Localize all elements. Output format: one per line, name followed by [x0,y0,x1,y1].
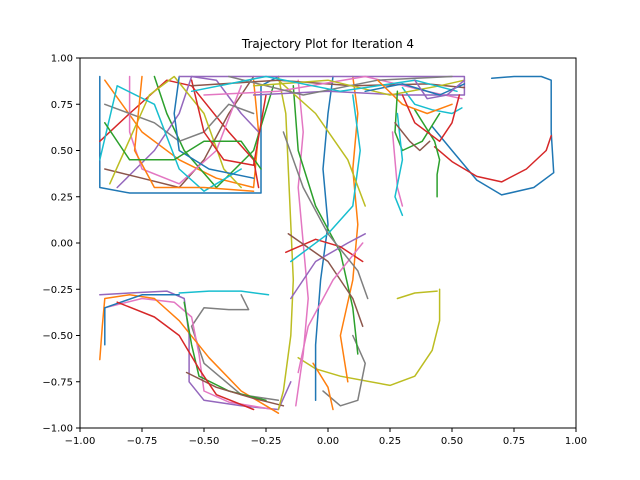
trajectory-line [290,94,361,263]
trajectory-line [104,122,262,170]
trajectory-line [277,79,366,207]
y-tick-label: 0.25 [51,192,73,203]
chart-title: Trajectory Plot for Iteration 4 [241,37,414,51]
x-tick-label: 1.00 [565,436,587,447]
axes-layer: −1.00 −0.75 −0.50 −0.25 0.00 0.25 0.50 0.75 1.00… [42,54,587,448]
trajectory-line [99,294,280,414]
series-layer [99,75,555,414]
trajectory-line [396,290,438,300]
x-tick-label: −0.75 [127,436,158,447]
x-tick-label: 0.25 [379,436,401,447]
y-tick-label: 1.00 [51,54,73,65]
y-tick-label: 0.00 [51,239,73,250]
trajectory-line [290,233,366,300]
trajectory-line [252,79,466,96]
trajectory-line [394,122,431,152]
trajectory-line [314,75,334,402]
trajectory-line [297,242,364,374]
trajectory-line [228,75,453,96]
trajectory-line [431,75,555,196]
y-tick-label: 0.75 [51,100,73,111]
x-tick-label: 0.00 [317,436,339,447]
trajectory-line [277,75,295,411]
trajectory-line [295,79,309,407]
trajectory-line [104,297,275,411]
trajectory-line [173,75,255,179]
y-tick-label: −1.00 [42,424,73,435]
y-tick-label: −0.50 [42,331,73,342]
trajectory-line [153,75,275,189]
trajectory-line [297,288,441,387]
trajectory-line [292,85,359,355]
x-tick-label: 0.50 [441,436,463,447]
trajectory-line [285,238,364,263]
trajectory-line [116,301,255,411]
trajectory-line [133,75,255,192]
x-tick-label: −0.50 [189,436,220,447]
x-tick-label: 0.75 [503,436,525,447]
y-tick-label: 0.50 [51,146,73,157]
trajectory-line [394,112,404,217]
plot-frame [79,57,577,429]
trajectory-line [433,134,552,183]
trajectory-line [178,290,270,296]
trajectory-line [203,75,463,100]
trajectory-line [104,103,255,143]
trajectory-line [104,294,180,346]
x-tick-label: −1.00 [65,436,96,447]
trajectory-line [401,94,461,143]
x-tick-label: −0.25 [251,436,282,447]
trajectory-line [185,371,285,407]
trajectory-line [339,75,359,383]
trajectory-line [376,79,453,115]
trajectory-line [128,75,242,185]
trajectory-line [190,294,280,402]
trajectory-line [190,79,267,167]
trajectory-line [190,75,458,93]
y-tick-label: −0.75 [42,377,73,388]
trajectory-line [282,131,369,300]
trajectory-line [322,334,366,407]
trajectory-line [414,79,466,100]
y-tick-label: −0.25 [42,285,73,296]
trajectory-line [312,362,334,411]
trajectory-line [178,75,466,96]
